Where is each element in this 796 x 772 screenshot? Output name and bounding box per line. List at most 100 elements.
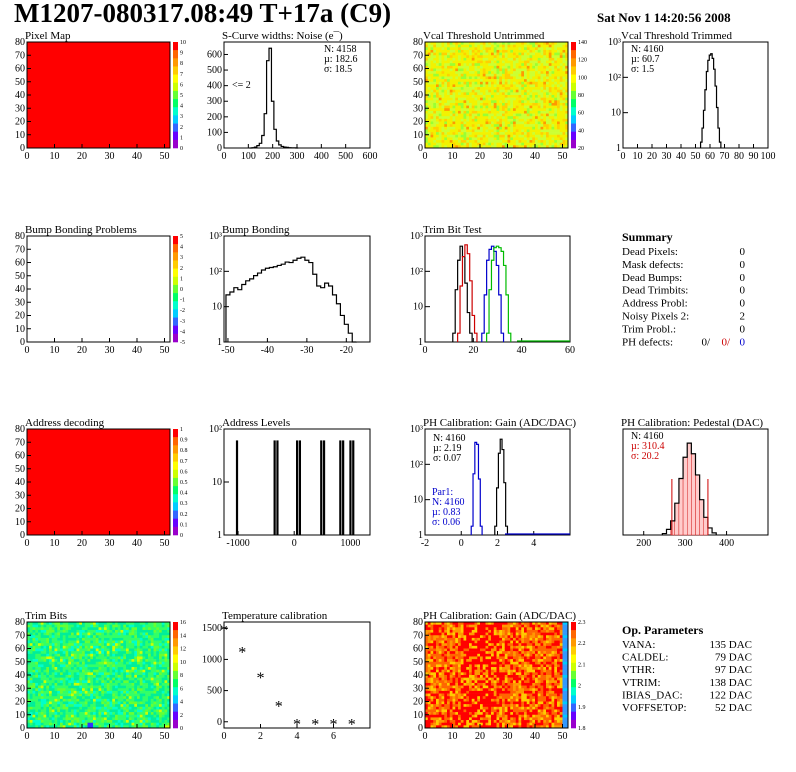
heatmap-cell bbox=[40, 680, 44, 684]
heatmap-cell bbox=[485, 49, 489, 53]
heatmap-cell bbox=[548, 42, 552, 45]
heatmap-cell bbox=[35, 622, 39, 625]
heatmap-cell bbox=[449, 645, 453, 649]
heatmap-cell bbox=[551, 113, 555, 117]
heatmap-cell bbox=[466, 76, 470, 80]
heatmap-cell bbox=[458, 132, 462, 136]
heatmap-cell bbox=[455, 693, 459, 697]
heatmap-cell bbox=[554, 100, 558, 104]
heatmap-cell bbox=[474, 126, 478, 130]
heatmap-cell bbox=[43, 656, 47, 660]
heatmap-cell bbox=[82, 706, 86, 710]
heatmap-cell bbox=[433, 110, 437, 114]
heatmap-cell bbox=[101, 722, 105, 726]
heatmap-cell bbox=[507, 124, 511, 128]
heatmap-cell bbox=[559, 44, 563, 48]
heatmap-cell bbox=[430, 145, 434, 149]
heatmap-cell bbox=[565, 42, 569, 45]
heatmap-cell bbox=[471, 97, 475, 101]
heatmap-cell bbox=[438, 140, 442, 143]
heatmap-cell bbox=[90, 632, 94, 636]
heatmap-cell bbox=[142, 661, 146, 665]
heatmap-cell bbox=[546, 57, 550, 61]
heatmap-cell bbox=[32, 717, 36, 721]
pixel-map-palette-swatch bbox=[173, 50, 178, 59]
heatmap-cell bbox=[95, 698, 99, 702]
heatmap-cell bbox=[548, 137, 552, 141]
heatmap-cell bbox=[112, 722, 116, 726]
heatmap-cell bbox=[540, 132, 544, 136]
heatmap-cell bbox=[433, 68, 437, 72]
heatmap-cell bbox=[540, 92, 544, 96]
heatmap-cell bbox=[504, 108, 508, 112]
heatmap-cell bbox=[93, 698, 97, 702]
heatmap-cell bbox=[521, 124, 525, 128]
heatmap-cell bbox=[469, 102, 473, 106]
heatmap-cell bbox=[51, 653, 55, 657]
trim-bits-palette-swatch bbox=[173, 630, 178, 639]
heatmap-cell bbox=[90, 682, 94, 686]
heatmap-cell bbox=[460, 73, 464, 77]
heatmap-cell bbox=[115, 675, 119, 678]
heatmap-cell bbox=[537, 116, 541, 120]
heatmap-cell bbox=[551, 108, 555, 112]
heatmap-cell bbox=[87, 651, 91, 655]
heatmap-cell bbox=[444, 680, 448, 684]
heatmap-cell bbox=[526, 81, 530, 85]
heatmap-cell bbox=[167, 651, 171, 655]
heatmap-cell bbox=[90, 701, 94, 705]
heatmap-cell bbox=[425, 669, 429, 673]
heatmap-cell bbox=[87, 688, 91, 692]
heatmap-cell bbox=[526, 124, 530, 128]
heatmap-cell bbox=[460, 677, 464, 681]
heatmap-cell bbox=[471, 52, 475, 56]
heatmap-cell bbox=[515, 102, 519, 106]
heatmap-cell bbox=[488, 63, 492, 67]
heatmap-cell bbox=[477, 68, 481, 72]
heatmap-cell bbox=[95, 661, 99, 665]
heatmap-cell bbox=[521, 79, 525, 83]
heatmap-cell bbox=[441, 645, 445, 649]
heatmap-cell bbox=[90, 664, 94, 668]
heatmap-cell bbox=[134, 690, 138, 694]
heatmap-cell bbox=[532, 121, 536, 125]
heatmap-cell bbox=[460, 651, 464, 655]
heatmap-cell bbox=[452, 677, 456, 681]
heatmap-cell bbox=[455, 105, 459, 109]
heatmap-cell bbox=[491, 52, 495, 56]
heatmap-cell bbox=[32, 656, 36, 660]
heatmap-cell bbox=[40, 725, 44, 729]
heatmap-cell bbox=[112, 629, 116, 633]
heatmap-cell bbox=[32, 680, 36, 684]
heatmap-cell bbox=[43, 712, 47, 716]
bump-problems-ytick-label: 20 bbox=[15, 311, 25, 322]
heatmap-cell bbox=[474, 79, 478, 83]
heatmap-cell bbox=[139, 661, 143, 665]
heatmap-cell bbox=[425, 714, 429, 718]
heatmap-cell bbox=[73, 627, 77, 631]
heatmap-cell bbox=[60, 622, 64, 625]
heatmap-cell bbox=[441, 57, 445, 61]
heatmap-cell bbox=[156, 677, 160, 681]
heatmap-cell bbox=[54, 696, 58, 700]
heatmap-cell bbox=[109, 709, 113, 713]
heatmap-cell bbox=[518, 47, 522, 51]
heatmap-cell bbox=[427, 648, 431, 652]
heatmap-cell bbox=[73, 709, 77, 713]
heatmap-cell bbox=[529, 132, 533, 136]
heatmap-cell bbox=[38, 643, 42, 647]
heatmap-cell bbox=[60, 667, 64, 670]
heatmap-cell bbox=[76, 629, 80, 633]
heatmap-cell bbox=[463, 57, 467, 61]
heatmap-cell bbox=[449, 659, 453, 663]
trim-bits-ytick-label: 50 bbox=[15, 657, 25, 668]
heatmap-cell bbox=[35, 717, 39, 721]
heatmap-cell bbox=[93, 690, 97, 694]
heatmap-cell bbox=[488, 81, 492, 85]
heatmap-cell bbox=[540, 57, 544, 61]
heatmap-cell bbox=[104, 722, 108, 726]
heatmap-cell bbox=[51, 725, 55, 729]
heatmap-cell bbox=[150, 693, 154, 697]
heatmap-cell bbox=[76, 656, 80, 660]
heatmap-cell bbox=[65, 667, 69, 670]
